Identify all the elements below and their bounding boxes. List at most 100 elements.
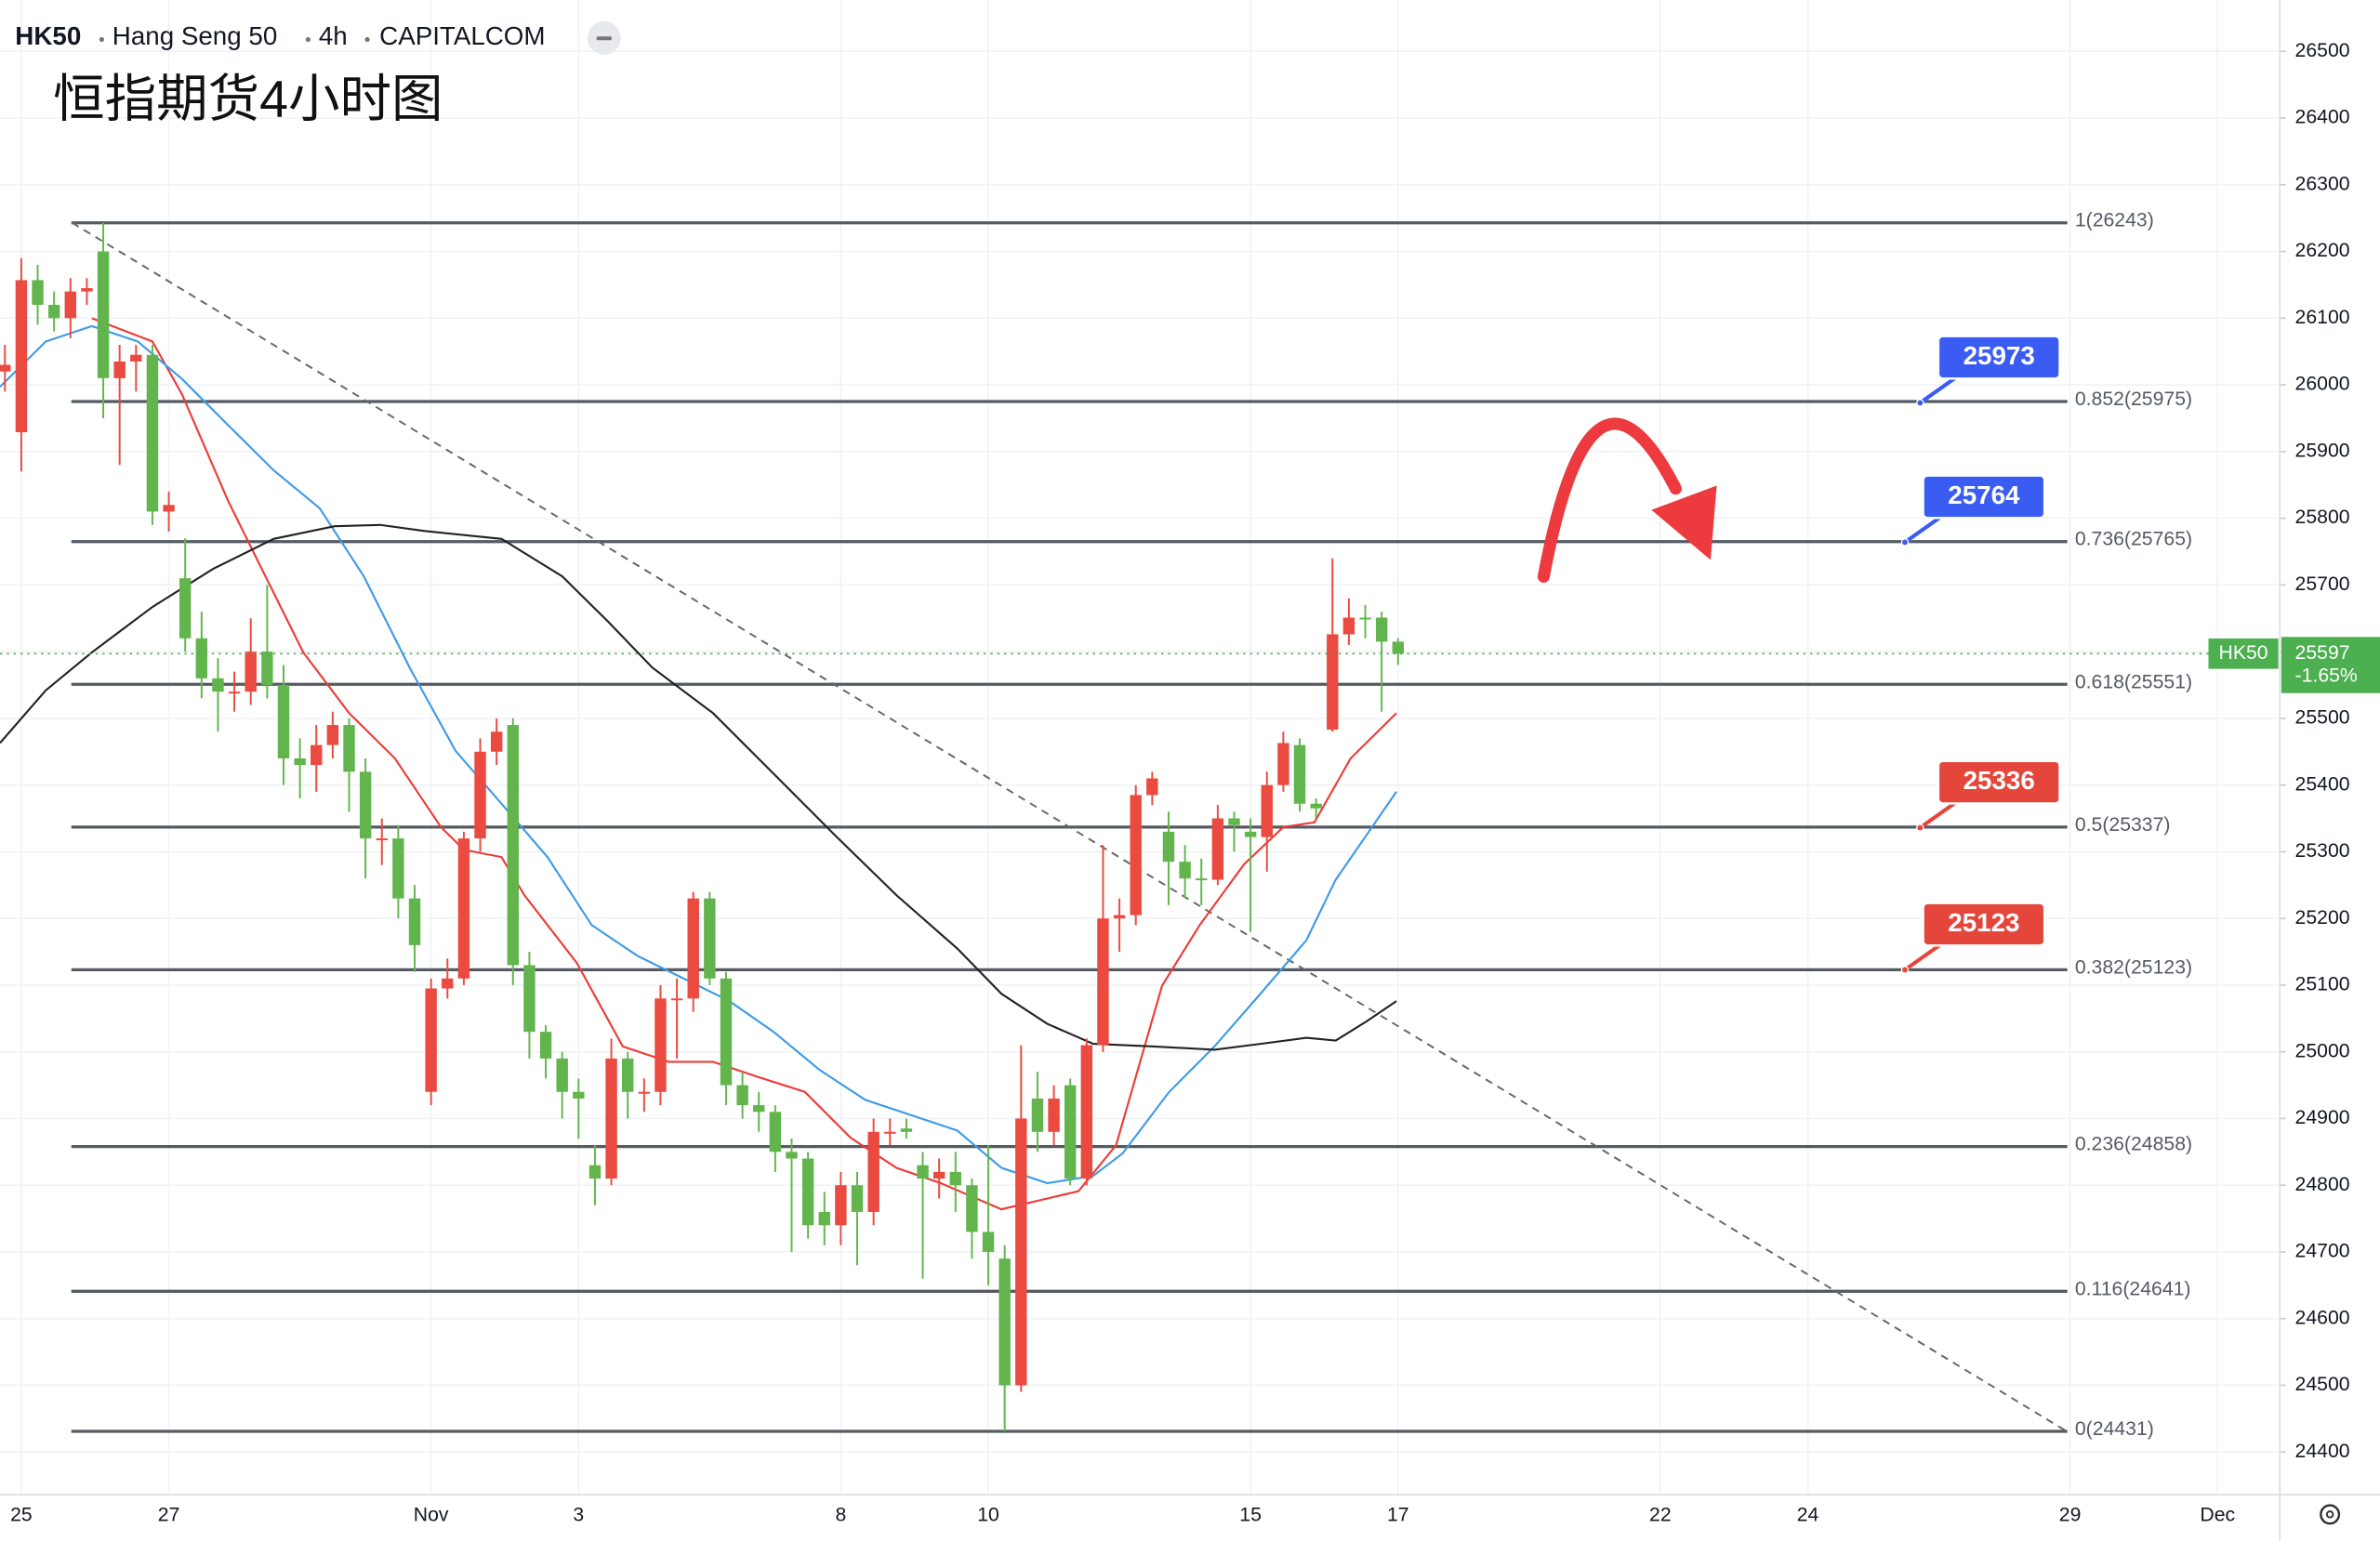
- candle-body: [163, 505, 175, 512]
- candle-body: [97, 251, 110, 378]
- callout-anchor: [1916, 399, 1924, 407]
- callout-anchor: [1900, 538, 1910, 547]
- y-tick-label: 24500: [2295, 1374, 2350, 1395]
- candle-body: [753, 1105, 765, 1113]
- y-tick-label: 25900: [2295, 440, 2350, 461]
- moving-average: [91, 317, 1397, 1211]
- candle-body: [1113, 915, 1126, 919]
- instrument-name: Hang Seng 50: [112, 21, 277, 50]
- candle-body: [113, 361, 126, 378]
- candle-body: [1310, 803, 1322, 809]
- y-tick-label: 25700: [2295, 573, 2350, 595]
- candle-body: [1048, 1098, 1060, 1132]
- candle-body: [261, 652, 273, 686]
- candle-body: [1277, 743, 1289, 785]
- candle-body: [1080, 1045, 1093, 1179]
- candle-body: [998, 1258, 1011, 1386]
- candle-body: [343, 725, 355, 772]
- x-tick-label: 24: [1797, 1505, 1819, 1526]
- x-tick-label: Dec: [2200, 1505, 2235, 1526]
- candle-body: [392, 838, 404, 899]
- candle-body: [523, 965, 536, 1033]
- fib-label: 0.382(25123): [2075, 956, 2192, 978]
- candle-body: [539, 1032, 552, 1059]
- candle-body: [1244, 831, 1257, 837]
- candle-body: [1064, 1085, 1077, 1179]
- candle-body: [949, 1171, 961, 1186]
- symbol-tag-label: HK50: [2219, 642, 2268, 664]
- y-tick-label: 25200: [2295, 907, 2350, 929]
- candle-body: [146, 354, 159, 512]
- separator: [364, 36, 370, 43]
- candle-body: [0, 364, 11, 372]
- callout-box: [1937, 335, 2061, 380]
- y-tick-label: 26000: [2295, 374, 2350, 395]
- candle-body: [1130, 795, 1142, 915]
- x-tick-label: 15: [1239, 1505, 1262, 1526]
- candle-body: [867, 1131, 879, 1212]
- candle-body: [1359, 617, 1371, 620]
- callout-anchor: [1900, 966, 1910, 974]
- y-tick-label: 26300: [2295, 173, 2350, 194]
- candle-body: [1015, 1118, 1027, 1386]
- x-tick-label: 3: [573, 1505, 584, 1526]
- callout-pointer: [1903, 515, 1943, 545]
- candle-body: [884, 1131, 896, 1134]
- candle-body: [228, 691, 241, 694]
- source: CAPITALCOM: [379, 21, 545, 50]
- y-tick-label: 24400: [2295, 1441, 2350, 1462]
- candle-body: [932, 1171, 945, 1179]
- y-tick-label: 25500: [2295, 706, 2350, 728]
- last-price-change: -1.65%: [2295, 665, 2358, 686]
- candle-body: [376, 838, 388, 841]
- gear[interactable]: [2320, 1504, 2341, 1525]
- forecast-arrowhead: [1651, 485, 1717, 560]
- separator: [99, 36, 104, 43]
- candle-body: [1146, 778, 1158, 796]
- y-tick-label: 25400: [2295, 773, 2350, 795]
- candle-body: [507, 725, 520, 966]
- candle-body: [408, 898, 421, 945]
- candle-body: [736, 1085, 748, 1106]
- candle-body: [457, 838, 470, 979]
- y-tick-label: 24900: [2295, 1107, 2350, 1128]
- callout-box: [1937, 759, 2061, 805]
- candle-body: [900, 1128, 913, 1132]
- callout-box: [1922, 474, 2046, 520]
- candle-body: [1211, 818, 1224, 880]
- candle-body: [786, 1152, 798, 1159]
- x-tick-label: 17: [1387, 1505, 1409, 1526]
- gear-center: [2325, 1510, 2334, 1519]
- settings-icon[interactable]: [2320, 1504, 2341, 1525]
- candle-body: [1261, 784, 1273, 837]
- candle-body: [1392, 641, 1404, 654]
- fib-label: 0(24431): [2075, 1418, 2154, 1440]
- candle-body: [654, 998, 667, 1092]
- fib-label: 0.736(25765): [2075, 529, 2192, 550]
- fib-label: 0.5(25337): [2075, 814, 2171, 836]
- candle-body: [359, 771, 372, 839]
- candle-body: [15, 280, 28, 433]
- candle-body: [245, 652, 257, 692]
- y-tick-label: 26400: [2295, 107, 2350, 128]
- y-tick-label: 24600: [2295, 1307, 2350, 1328]
- y-tick-label: 25100: [2295, 974, 2350, 995]
- candle-body: [801, 1158, 814, 1226]
- fib-label: 0.236(24858): [2075, 1134, 2192, 1155]
- candle-body: [720, 978, 733, 1086]
- y-tick-label: 26200: [2295, 240, 2350, 261]
- x-tick-label: 25: [10, 1505, 33, 1526]
- callout-pointer: [1903, 942, 1943, 972]
- candle-body: [130, 354, 142, 362]
- candle-body: [311, 744, 323, 766]
- chart-title: 恒指期货4小时图: [53, 71, 443, 128]
- y-tick-label: 25000: [2295, 1040, 2350, 1061]
- candle-body: [1031, 1098, 1044, 1132]
- callout-box: [1922, 902, 2046, 947]
- candle-body: [1293, 744, 1306, 804]
- x-tick-label: 22: [1649, 1505, 1672, 1526]
- candle-body: [1196, 878, 1208, 881]
- candle-body: [277, 685, 290, 758]
- candle-body: [605, 1058, 617, 1179]
